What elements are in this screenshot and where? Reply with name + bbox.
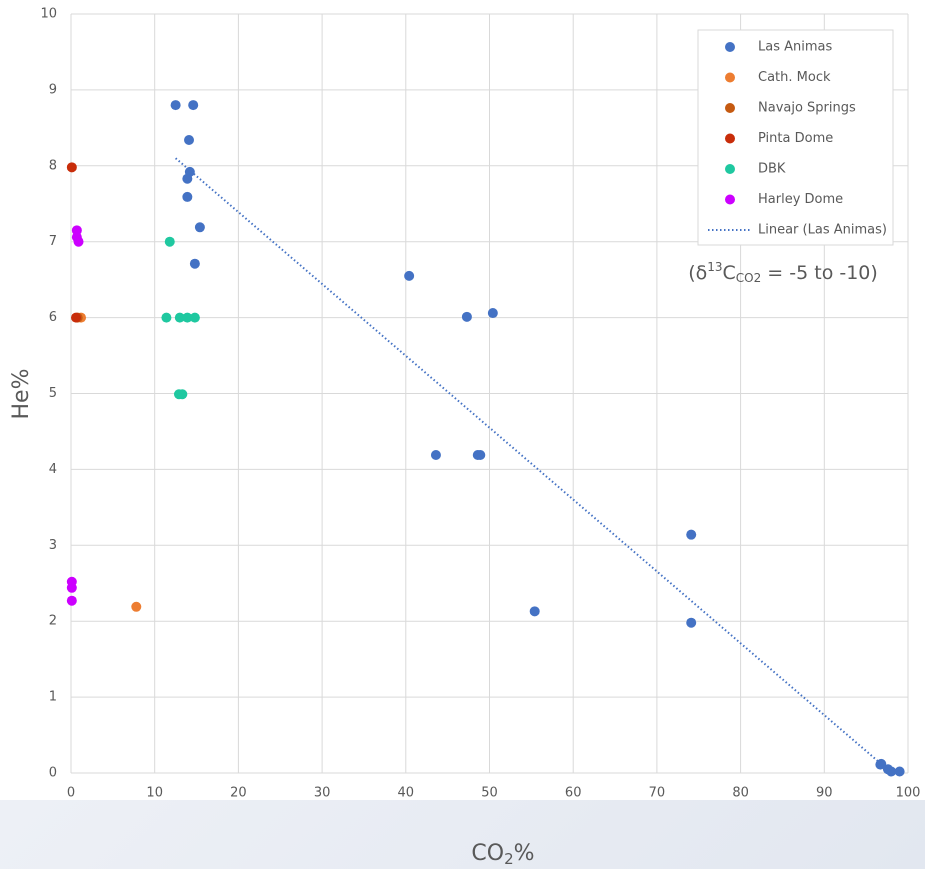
- x-label-sub: 2: [504, 850, 514, 868]
- legend-label: Harley Dome: [758, 192, 843, 207]
- legend-label: Linear (Las Animas): [758, 223, 887, 238]
- point: [182, 312, 193, 323]
- annotation-sub: CO2: [736, 271, 761, 285]
- annotation-part: (δ: [688, 262, 707, 284]
- point: [529, 606, 540, 617]
- y-tick-label: 7: [49, 234, 57, 249]
- annotation-part: = -5 to -10): [761, 262, 878, 284]
- legend-marker: [725, 133, 735, 144]
- point: [161, 312, 172, 323]
- point: [686, 529, 697, 540]
- legend-marker: [725, 72, 735, 83]
- point: [66, 582, 77, 593]
- point: [475, 449, 486, 460]
- point: [71, 225, 82, 236]
- x-tick-label: 90: [816, 786, 833, 801]
- x-label-part: CO: [471, 841, 504, 866]
- legend-label: DBK: [758, 162, 786, 177]
- legend-marker: [725, 164, 735, 174]
- y-tick-label: 6: [49, 310, 57, 325]
- x-tick-label: 70: [649, 786, 666, 801]
- point: [182, 173, 193, 184]
- point: [461, 311, 472, 322]
- point: [686, 617, 697, 628]
- annotation: (δ13CCO2 = -5 to -10): [688, 260, 878, 285]
- legend-label: Las Animas: [758, 40, 832, 55]
- y-tick-label: 1: [49, 690, 57, 705]
- legend-label: Cath. Mock: [758, 70, 831, 85]
- point: [71, 312, 82, 323]
- x-tick-label: 40: [398, 786, 415, 801]
- point: [170, 100, 181, 111]
- y-axis-label: He%: [9, 369, 34, 420]
- x-tick-label: 20: [230, 786, 247, 801]
- point: [189, 312, 200, 323]
- point: [430, 449, 441, 460]
- x-tick-label: 30: [314, 786, 331, 801]
- point: [177, 389, 188, 400]
- point: [876, 758, 887, 769]
- legend-marker: [725, 103, 735, 113]
- point: [131, 601, 142, 612]
- point: [182, 191, 193, 202]
- point: [174, 312, 185, 323]
- y-tick-label: 2: [49, 614, 57, 629]
- point: [194, 222, 205, 233]
- x-tick-label: 100: [896, 786, 921, 801]
- x-tick-label: 60: [565, 786, 582, 801]
- marks: [66, 100, 905, 777]
- x-tick-label: 0: [67, 786, 75, 801]
- annotation-part: C: [723, 262, 736, 284]
- point: [73, 236, 84, 247]
- point: [164, 236, 175, 247]
- x-axis-label: CO2%: [471, 841, 534, 868]
- point: [894, 766, 905, 777]
- y-tick-label: 3: [49, 538, 57, 553]
- legend: Las Animas Cath. Mock Navajo Springs Pinta …: [697, 29, 894, 246]
- point: [66, 595, 77, 606]
- x-tick-label: 80: [732, 786, 749, 801]
- y-tick-label: 9: [49, 82, 57, 97]
- y-tick-label: 5: [49, 386, 57, 401]
- x-tick-label: 50: [481, 786, 498, 801]
- x-tick-label: 10: [146, 786, 163, 801]
- point: [886, 766, 897, 777]
- point: [189, 258, 200, 269]
- y-tick-label: 8: [49, 158, 57, 173]
- legend-label: Pinta Dome: [758, 131, 833, 146]
- legend-marker: [725, 194, 735, 205]
- x-label-part: %: [514, 841, 535, 866]
- y-tick-label: 0: [49, 766, 57, 781]
- annotation-sup: 13: [707, 260, 722, 274]
- y-tick-label: 4: [49, 462, 57, 477]
- point: [404, 270, 415, 281]
- legend-marker: [725, 42, 735, 52]
- trendline: [174, 157, 884, 767]
- y-tick-label: 10: [40, 7, 57, 22]
- legend-label: Navajo Springs: [758, 101, 856, 116]
- point: [66, 162, 77, 173]
- point: [184, 134, 195, 145]
- point: [188, 100, 199, 111]
- point: [487, 308, 498, 319]
